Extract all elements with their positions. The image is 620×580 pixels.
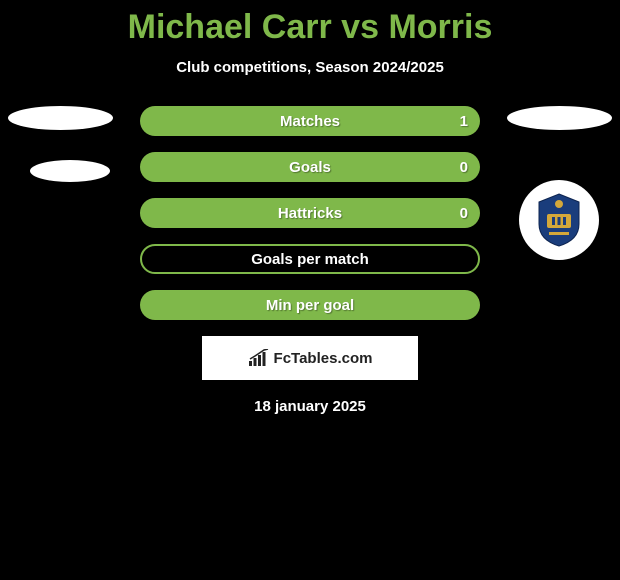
brand-box[interactable]: FcTables.com [202, 336, 418, 380]
stat-row-hattricks: Hattricks 0 [140, 198, 480, 228]
stats-bars: Matches 1 Goals 0 Hattricks 0 Goals per … [140, 106, 480, 320]
footer-date: 18 january 2025 [0, 398, 620, 415]
subtitle: Club competitions, Season 2024/2025 [0, 59, 620, 76]
stat-label: Goals [289, 159, 331, 176]
stat-label: Min per goal [266, 297, 354, 314]
title-player1: Michael Carr [128, 8, 332, 46]
brand-text: FcTables.com [274, 350, 373, 367]
stat-value: 0 [460, 205, 468, 222]
club-badge-circle [519, 180, 599, 260]
stat-label: Goals per match [251, 251, 369, 268]
right-avatar-area [507, 106, 612, 260]
stat-row-goals: Goals 0 [140, 152, 480, 182]
title-vs: vs [332, 8, 389, 46]
placeholder-ellipse [8, 106, 113, 130]
page-title: Michael Carr vs Morris [0, 0, 620, 47]
placeholder-ellipse [507, 106, 612, 130]
stat-row-goals-per-match: Goals per match [140, 244, 480, 274]
club-crest-icon [535, 192, 583, 248]
title-player2: Morris [388, 8, 492, 46]
stat-value: 0 [460, 159, 468, 176]
stat-value: 1 [460, 113, 468, 130]
content-area: Matches 1 Goals 0 Hattricks 0 Goals per … [0, 106, 620, 415]
stat-row-min-per-goal: Min per goal [140, 290, 480, 320]
left-avatar-area [8, 106, 113, 212]
stat-label: Matches [280, 113, 340, 130]
stat-label: Hattricks [278, 205, 342, 222]
stat-row-matches: Matches 1 [140, 106, 480, 136]
placeholder-ellipse [30, 160, 110, 182]
brand-chart-icon [248, 349, 270, 367]
